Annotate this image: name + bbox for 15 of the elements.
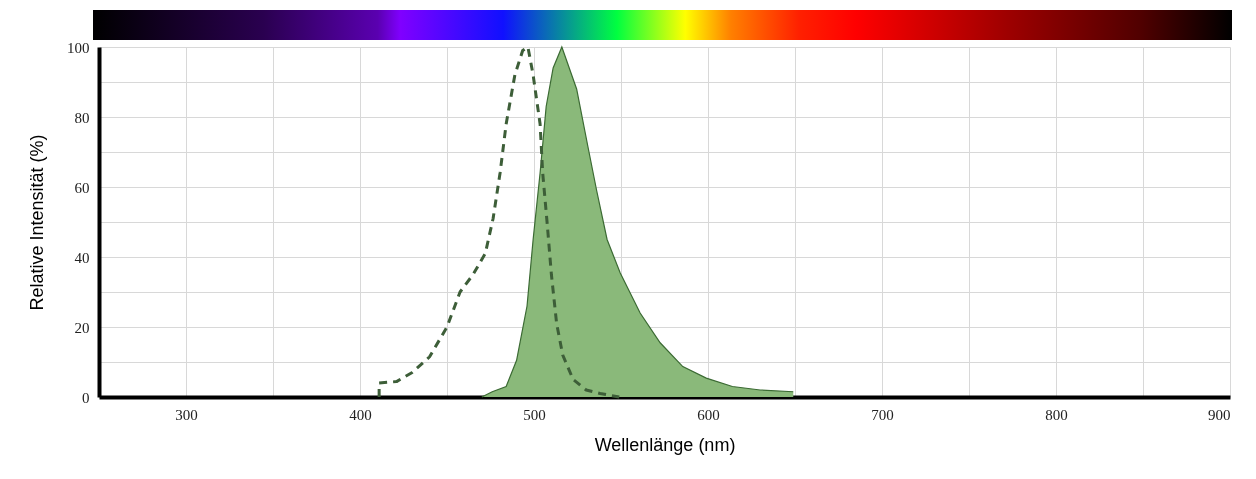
x-tick-label: 600	[697, 406, 720, 423]
y-tick-label: 0	[82, 389, 90, 406]
y-tick-label: 20	[74, 319, 90, 336]
y-tick-label: 80	[74, 109, 90, 126]
x-tick-label: 400	[349, 406, 372, 423]
y-tick-label: 60	[74, 179, 90, 196]
x-tick-label: 500	[523, 406, 546, 423]
x-tick-label: 900	[1208, 406, 1231, 423]
x-axis-title: Wellenlänge (nm)	[594, 434, 736, 455]
x-tick-label: 300	[175, 406, 198, 423]
x-tick-label: 800	[1045, 406, 1068, 423]
y-tick-label: 100	[67, 39, 90, 56]
x-tick-label: 700	[871, 406, 894, 423]
y-axis-title: Relative Intensität (%)	[27, 134, 47, 311]
y-tick-label: 40	[74, 249, 90, 266]
